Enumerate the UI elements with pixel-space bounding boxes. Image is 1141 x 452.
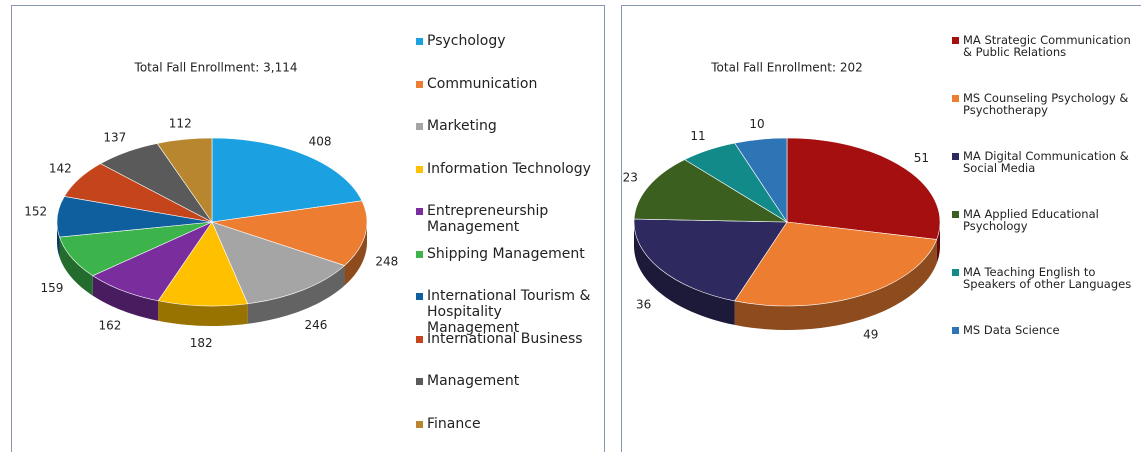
data-label: 23 — [623, 170, 638, 184]
legend-swatch — [416, 420, 423, 428]
legend-label: MA Strategic Communication & Public Rela… — [963, 33, 1131, 59]
slice-side — [92, 275, 159, 321]
slice — [734, 221, 938, 307]
legend-label: MA Applied Educational Psychology — [963, 207, 1099, 233]
legend-label: MS Data Science — [963, 323, 1060, 337]
legend-label: Management — [427, 373, 520, 389]
legend-swatch — [416, 38, 423, 45]
legend-swatch — [416, 123, 423, 130]
legend-item: Communication — [416, 76, 596, 92]
legend-swatch — [416, 165, 423, 173]
slice-side — [734, 239, 937, 330]
slice — [211, 221, 346, 305]
slice-side — [158, 300, 248, 326]
legend-item: MA Strategic Communication & Public Rela… — [952, 34, 1141, 58]
legend-label: Entrepreneurship Management — [427, 203, 549, 235]
slice — [633, 159, 789, 223]
legend-swatch — [416, 293, 423, 300]
legend-label: Finance — [427, 415, 481, 432]
chart-title: Total Fall Enrollment: 202 — [710, 61, 863, 75]
data-label: 49 — [863, 328, 878, 342]
legend-swatch — [952, 37, 959, 44]
legend-label: International Tourism & Hospitality Mana… — [427, 288, 591, 336]
data-label: 112 — [169, 116, 192, 130]
legend-item: Shipping Management — [416, 246, 596, 262]
slice — [211, 137, 363, 223]
legend-swatch — [416, 335, 423, 343]
legend-item: Finance — [416, 416, 596, 432]
legend-label: Psychology — [427, 33, 506, 49]
legend-item: MS Counseling Psychology & Psychotherapy — [952, 92, 1141, 116]
data-label: 142 — [49, 161, 72, 175]
legend-item: MA Teaching English to Speakers of other… — [952, 266, 1141, 290]
data-label: 36 — [636, 298, 651, 312]
legend-label: Information Technology — [427, 160, 591, 177]
legend-item: International Tourism & Hospitality Mana… — [416, 288, 596, 336]
legend-item: Marketing — [416, 118, 596, 134]
legend-item: Information Technology — [416, 161, 596, 177]
data-label: 159 — [40, 281, 63, 295]
legend-swatch — [952, 95, 959, 102]
panel-border — [11, 5, 605, 452]
legend-label: Shipping Management — [427, 245, 585, 262]
legend-label: MA Digital Communication & Social Media — [963, 149, 1129, 175]
slice — [156, 137, 213, 223]
slice — [211, 200, 368, 266]
data-label: 152 — [24, 204, 47, 218]
slice — [786, 137, 941, 240]
legend-label: MS Counseling Psychology & Psychotherapy — [963, 91, 1129, 117]
data-label: 11 — [690, 129, 705, 143]
legend-swatch — [416, 378, 423, 385]
slice-side — [936, 222, 940, 264]
data-label: 408 — [309, 135, 332, 149]
chart-title: Total Fall Enrollment: 3,114 — [134, 61, 298, 75]
slice — [633, 218, 788, 302]
legend-swatch — [416, 208, 423, 215]
legend-swatch — [416, 250, 423, 258]
slice — [734, 137, 788, 223]
legend-swatch — [952, 269, 959, 276]
data-label: 10 — [749, 117, 764, 131]
data-label: 248 — [375, 254, 398, 268]
slice-side — [59, 237, 93, 296]
data-label: 162 — [98, 319, 121, 333]
legend-item: MS Data Science — [952, 324, 1141, 336]
legend-item: Psychology — [416, 33, 596, 49]
legend-swatch — [952, 211, 959, 218]
legend-label: MA Teaching English to Speakers of other… — [963, 265, 1132, 291]
slice-side — [247, 265, 345, 324]
legend-item: MA Digital Communication & Social Media — [952, 150, 1141, 174]
legend-label: Communication — [427, 75, 538, 92]
legend-label: Marketing — [427, 118, 497, 134]
legend-item: International Business — [416, 331, 596, 347]
data-label: 51 — [914, 151, 929, 165]
slice-side — [634, 222, 735, 325]
data-label: 246 — [305, 318, 328, 332]
legend-swatch — [416, 80, 423, 88]
legend-item: MA Applied Educational Psychology — [952, 208, 1141, 232]
data-label: 137 — [103, 131, 126, 145]
legend-label: International Business — [427, 330, 583, 347]
legend-item: Entrepreneurship Management — [416, 203, 596, 235]
slice — [157, 221, 249, 307]
legend-swatch — [952, 153, 959, 160]
legend-swatch — [952, 327, 959, 334]
legend-item: Management — [416, 373, 596, 389]
data-label: 182 — [190, 336, 213, 350]
panel-border — [621, 5, 1141, 452]
